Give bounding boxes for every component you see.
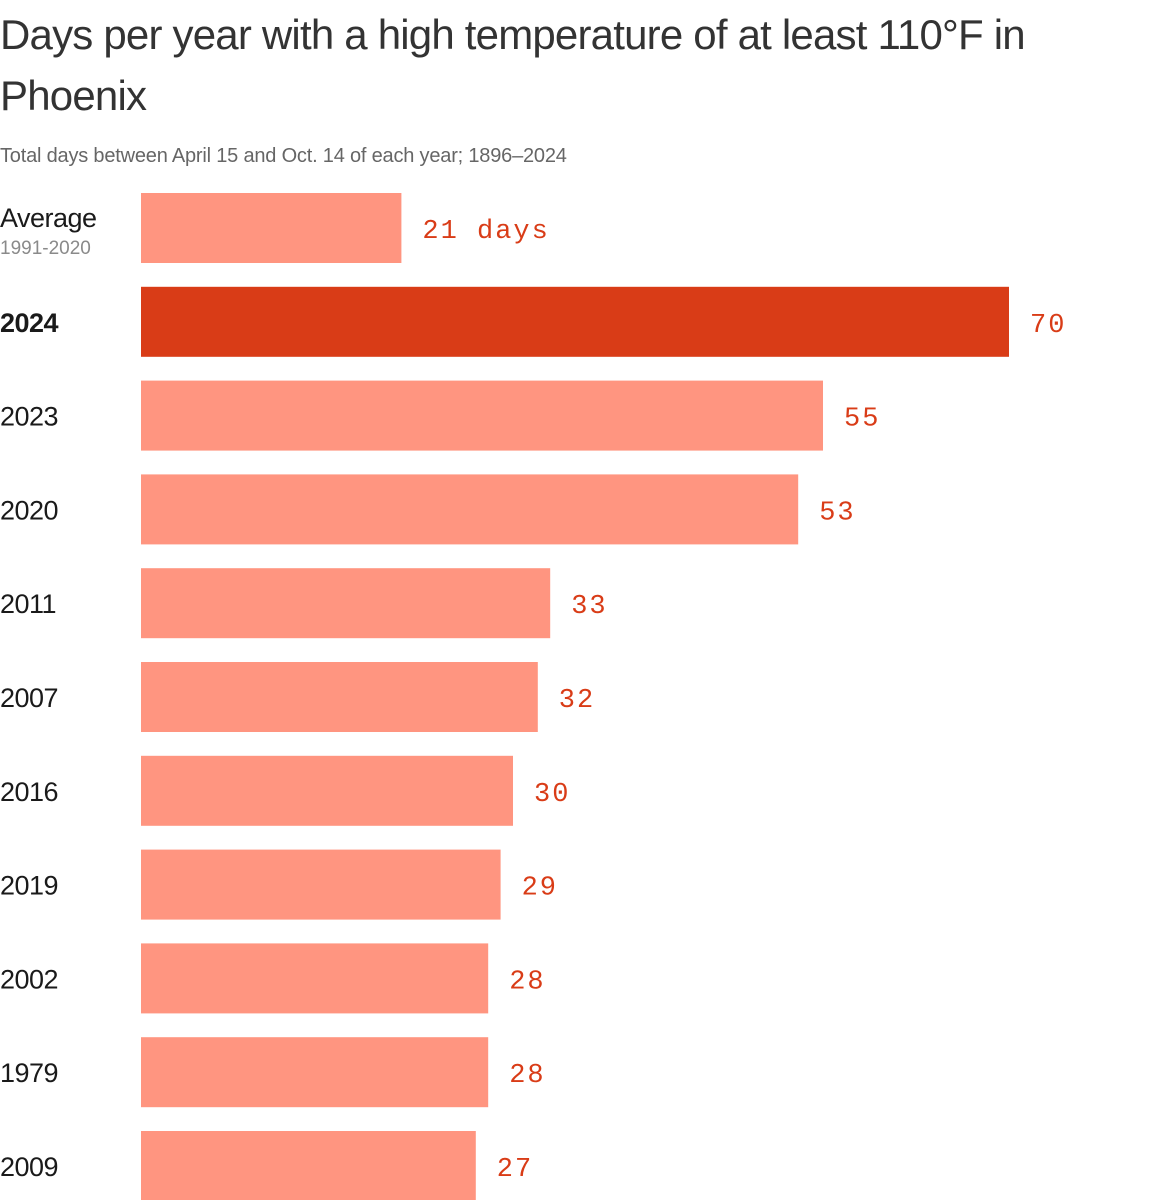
value-label: 28	[509, 1061, 545, 1091]
value-label: 70	[1030, 311, 1066, 341]
category-label: 2011	[0, 589, 56, 619]
chart-subtitle: Total days between April 15 and Oct. 14 …	[0, 145, 567, 167]
value-label: 27	[497, 1155, 533, 1185]
value-label: 28	[509, 967, 545, 997]
chart-title: Days per year with a high temperature of…	[0, 11, 1026, 119]
category-label: 2007	[0, 683, 58, 713]
value-label: 30	[534, 780, 570, 810]
value-label: 55	[844, 405, 880, 435]
value-label: 33	[571, 592, 607, 622]
category-label: 1979	[0, 1058, 58, 1088]
category-label: Average	[0, 203, 97, 233]
value-label: 53	[819, 498, 855, 528]
bar-1979	[141, 1037, 489, 1108]
value-label: 32	[559, 686, 595, 716]
value-label: 29	[522, 874, 558, 904]
bar-2024	[141, 286, 1009, 357]
value-label: 21 days	[422, 217, 549, 247]
bar-2019	[141, 849, 501, 920]
bar-2002	[141, 943, 489, 1014]
bar-2016	[141, 755, 513, 826]
bar-2009	[141, 1131, 476, 1200]
category-label: 2023	[0, 402, 58, 432]
category-label: 2024	[0, 308, 59, 338]
category-label: 2002	[0, 964, 58, 994]
category-label: 2016	[0, 777, 58, 807]
category-sublabel: 1991-2020	[0, 238, 91, 259]
bar-2011	[141, 568, 551, 639]
category-label: 2009	[0, 1152, 58, 1182]
bar-average	[141, 193, 402, 263]
category-label: 2020	[0, 495, 58, 525]
bar-2007	[141, 662, 538, 732]
bar-2020	[141, 474, 799, 545]
bar-2023	[141, 380, 823, 451]
category-label: 2019	[0, 871, 58, 901]
